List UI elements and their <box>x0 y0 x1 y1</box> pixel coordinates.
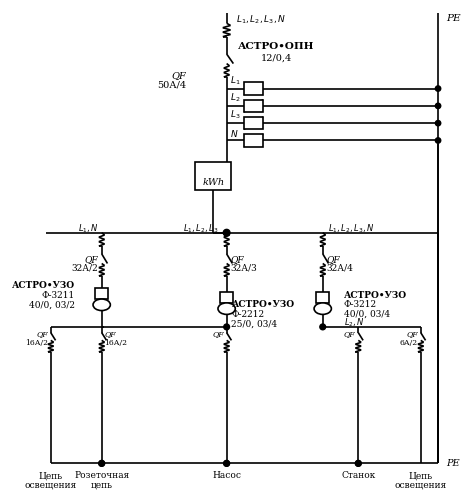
Text: 16А/2: 16А/2 <box>25 339 48 347</box>
Circle shape <box>355 460 361 466</box>
Circle shape <box>436 138 441 143</box>
Text: освещения: освещения <box>395 480 447 489</box>
Text: АСТРО•УЗО: АСТРО•УЗО <box>231 300 294 309</box>
Circle shape <box>436 120 441 126</box>
Circle shape <box>320 324 326 330</box>
Bar <box>244 100 263 112</box>
Text: $L_2$: $L_2$ <box>229 92 240 104</box>
Text: QF: QF <box>344 331 355 339</box>
Text: PE: PE <box>446 459 459 468</box>
Text: Станок: Станок <box>341 471 375 480</box>
Text: QF: QF <box>84 255 98 264</box>
Text: QF: QF <box>104 331 116 339</box>
Bar <box>244 117 263 129</box>
Text: $L_1, L_2, L_3, N$: $L_1, L_2, L_3, N$ <box>236 13 286 26</box>
Text: $N$: $N$ <box>229 128 238 139</box>
Bar <box>244 134 263 147</box>
Circle shape <box>223 229 230 236</box>
Text: $L_1, L_2, L_3$: $L_1, L_2, L_3$ <box>183 222 219 235</box>
Text: АСТРО•ОПН: АСТРО•ОПН <box>238 42 315 51</box>
Text: освещения: освещения <box>25 480 77 489</box>
Text: QF: QF <box>327 255 340 264</box>
Ellipse shape <box>314 303 332 315</box>
Circle shape <box>99 460 104 466</box>
Text: Цепь: Цепь <box>38 471 63 480</box>
Text: QF: QF <box>37 331 48 339</box>
Text: Ф-3212: Ф-3212 <box>344 300 377 309</box>
Text: 32А/3: 32А/3 <box>230 264 257 273</box>
Bar <box>316 292 330 303</box>
Text: Ф-2212: Ф-2212 <box>231 310 265 319</box>
Bar <box>95 289 108 299</box>
Text: $L_1$: $L_1$ <box>229 74 240 87</box>
Text: 12/0,4: 12/0,4 <box>261 53 292 62</box>
Text: $L_1, N$: $L_1, N$ <box>78 222 99 235</box>
Text: 6А/2: 6А/2 <box>400 339 418 347</box>
Text: 32А/4: 32А/4 <box>327 264 353 273</box>
Text: 32А/2: 32А/2 <box>71 264 98 273</box>
Text: 16А/2: 16А/2 <box>104 339 128 347</box>
Text: QF: QF <box>212 331 224 339</box>
Text: Насос: Насос <box>212 471 241 480</box>
Text: $L_3$: $L_3$ <box>229 109 240 121</box>
Bar <box>244 82 263 95</box>
Text: 40/0, 03/4: 40/0, 03/4 <box>344 310 390 319</box>
Circle shape <box>99 460 104 466</box>
Circle shape <box>224 460 229 466</box>
Text: QF: QF <box>407 331 418 339</box>
Text: QF: QF <box>171 71 186 80</box>
Circle shape <box>436 103 441 109</box>
Text: АСТРО•УЗО: АСТРО•УЗО <box>12 281 75 290</box>
Text: АСТРО•УЗО: АСТРО•УЗО <box>344 291 407 300</box>
Text: Ф-3211: Ф-3211 <box>41 291 75 300</box>
Ellipse shape <box>218 303 235 315</box>
Text: 25/0, 03/4: 25/0, 03/4 <box>231 320 277 329</box>
Text: $L_2, N$: $L_2, N$ <box>344 317 365 329</box>
Circle shape <box>224 324 229 330</box>
Bar <box>195 162 231 190</box>
Text: $L_1, L_2, L_3, N$: $L_1, L_2, L_3, N$ <box>328 222 374 235</box>
Text: kWh: kWh <box>202 178 224 187</box>
Text: цепь: цепь <box>91 480 113 489</box>
Circle shape <box>224 460 229 466</box>
Text: 50А/4: 50А/4 <box>157 80 186 89</box>
Text: Цепь: Цепь <box>408 471 433 480</box>
Text: Розеточная: Розеточная <box>74 471 129 480</box>
Text: QF: QF <box>230 255 244 264</box>
Text: 40/0, 03/2: 40/0, 03/2 <box>29 300 75 309</box>
Circle shape <box>436 86 441 91</box>
Bar <box>220 292 233 303</box>
Circle shape <box>355 460 361 466</box>
Text: PE: PE <box>446 14 460 23</box>
Ellipse shape <box>93 299 110 311</box>
